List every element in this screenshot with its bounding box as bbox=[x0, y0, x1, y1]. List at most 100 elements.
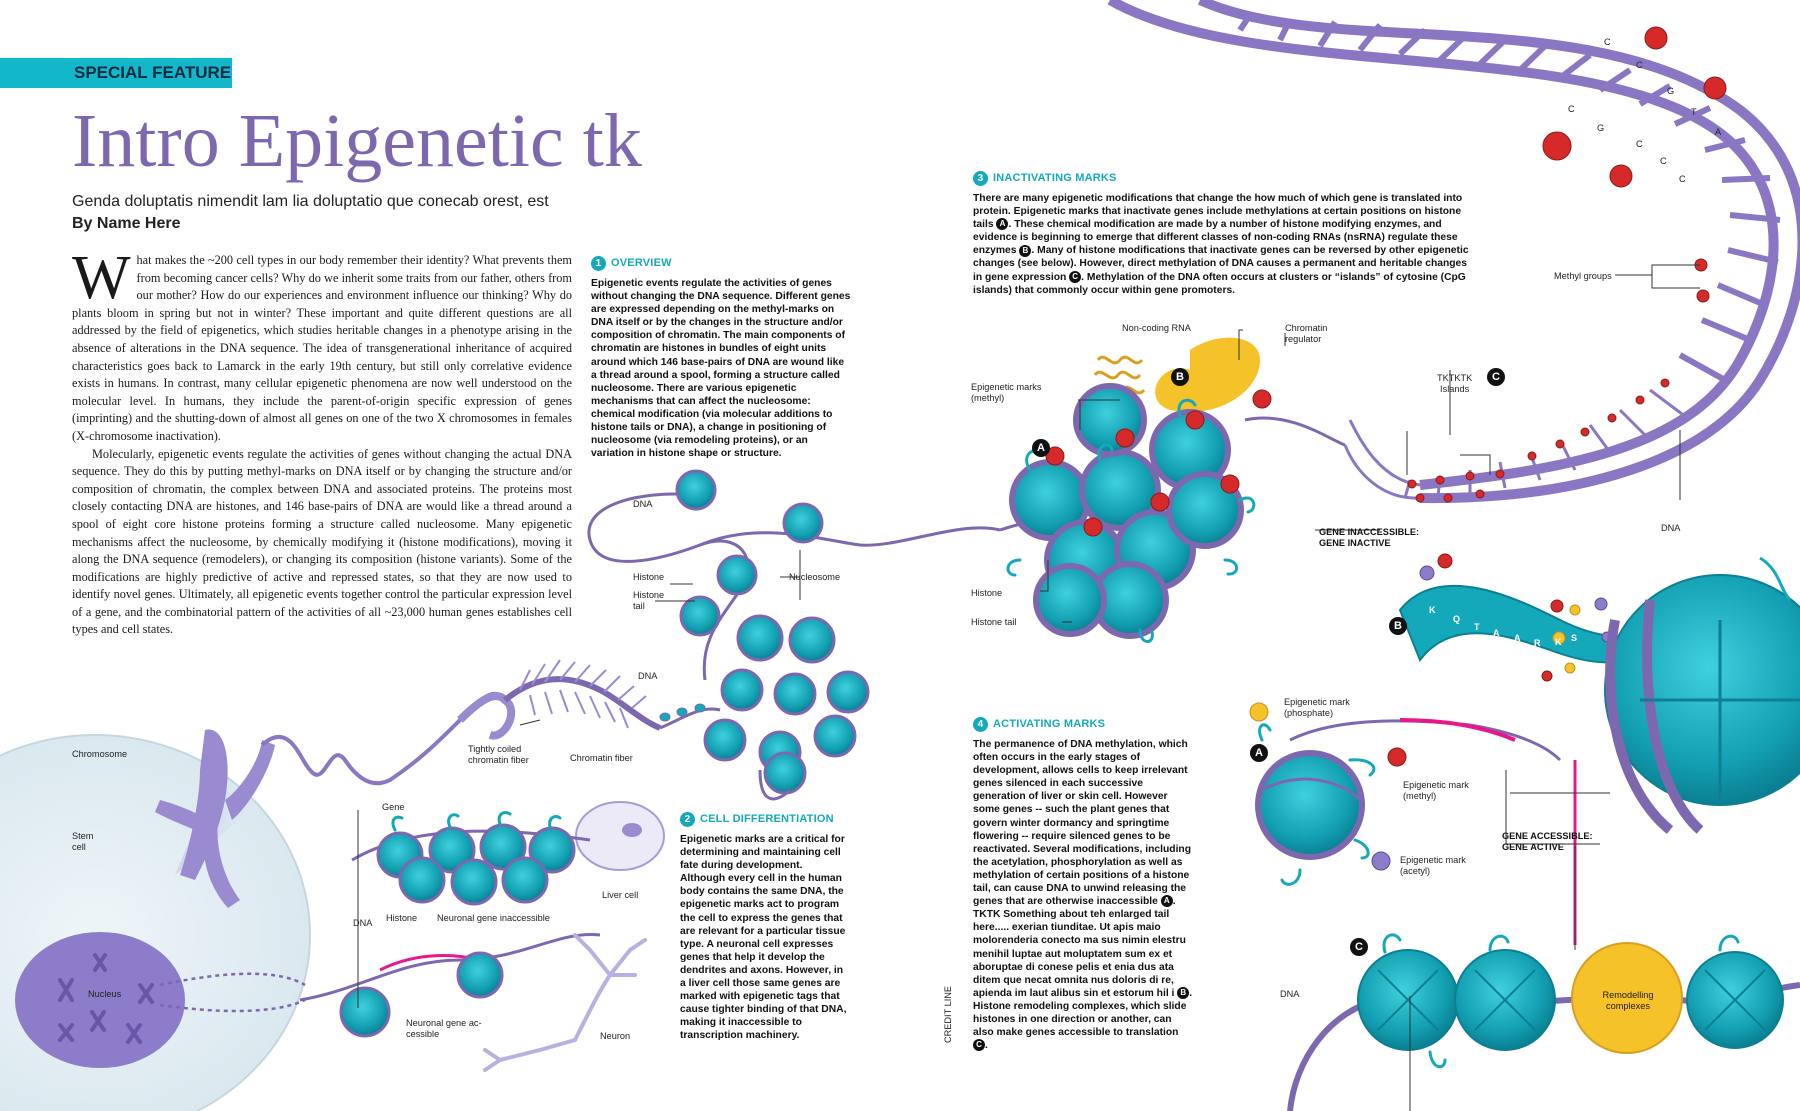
label-nucleus: Nucleus bbox=[88, 989, 122, 999]
label-neuronal-inaccessible: Neuronal gene inaccessible bbox=[437, 913, 550, 923]
body-paragraph-2: Molecularly, epigenetic events regulate … bbox=[72, 446, 572, 637]
section-overview: 1 OVERVIEW Epigenetic events regulate the… bbox=[591, 256, 851, 460]
paragraph-1-text: hat makes the ~200 cell types in our bod… bbox=[72, 253, 572, 443]
page-title: Intro Epigenetic tk bbox=[72, 99, 642, 183]
dna-base-label: G bbox=[1667, 86, 1675, 96]
dna-base-label: C bbox=[1636, 139, 1643, 149]
tail-letter: Q bbox=[1453, 614, 1461, 624]
label-epi-phosphate: Epigenetic mark (phosphate) bbox=[1284, 697, 1350, 718]
dna-double-helix bbox=[1107, 0, 1800, 504]
marker-a: A bbox=[1160, 895, 1173, 908]
dna-base-label: C bbox=[1604, 37, 1611, 47]
label-epi-methyl: Epigenetic mark (methyl) bbox=[1403, 780, 1469, 801]
diagram-marker-c: C bbox=[1487, 368, 1505, 386]
label-tightly-coiled: Tightly coiled chromatin fiber bbox=[468, 744, 529, 765]
diagram-marker-b-tail: B bbox=[1389, 617, 1407, 635]
dna-base-label: C bbox=[1660, 156, 1667, 166]
label-liver-cell: Liver cell bbox=[602, 890, 639, 900]
label-gene-inaccessible: GENE INACCESSIBLE: GENE INACTIVE bbox=[1319, 527, 1420, 548]
dna-to-nucleosomes bbox=[659, 707, 721, 730]
diagram-marker-a-active: A bbox=[1250, 744, 1268, 762]
stem-cell bbox=[0, 734, 311, 1111]
tail-letter: R bbox=[1534, 638, 1541, 648]
label-remodelling: Remodelling complexes bbox=[1602, 990, 1654, 1011]
remodelling-row bbox=[1287, 760, 1800, 1111]
label-dna-gene: DNA bbox=[353, 918, 373, 928]
section-heading: CELL DIFFERENTIATION bbox=[700, 812, 834, 825]
dna-base-label: C bbox=[1568, 104, 1575, 114]
diagram-marker-a: A bbox=[1032, 439, 1050, 457]
tail-letter: A bbox=[1514, 633, 1521, 643]
label-neuron: Neuron bbox=[600, 1031, 631, 1041]
label-gene: Gene bbox=[382, 802, 405, 812]
drop-cap: W bbox=[72, 244, 131, 312]
section-number: 3 bbox=[973, 171, 988, 186]
label-chromosome: Chromosome bbox=[72, 749, 128, 759]
label-credit-line: CREDIT LINE bbox=[943, 985, 953, 1043]
diagram-marker-c-active: C bbox=[1350, 938, 1368, 956]
label-chromatin-regulator: Chromatin regulator bbox=[1285, 323, 1328, 344]
label-gene-accessible: GENE ACCESSIBLE: GENE ACTIVE bbox=[1502, 831, 1593, 852]
label-dna-helix: DNA bbox=[1661, 523, 1681, 533]
enlarged-histone-tail bbox=[1398, 553, 1661, 682]
section-text: Epigenetic marks are a critical for dete… bbox=[680, 834, 847, 1042]
kicker: SPECIAL FEATURE bbox=[0, 58, 232, 88]
subtitle: Genda doluptatis nimendit lam lia dolupt… bbox=[72, 193, 549, 210]
chromatin-fiber bbox=[503, 659, 662, 731]
tail-letter: T bbox=[1474, 622, 1480, 632]
section-text: There are many epigenetic modifications … bbox=[973, 193, 1469, 296]
active-nucleosome bbox=[1249, 702, 1562, 886]
marker-b: B bbox=[1019, 244, 1032, 257]
section-heading: ACTIVATING MARKS bbox=[993, 717, 1106, 730]
tail-letter: S bbox=[1571, 633, 1578, 643]
diagram-marker-b: B bbox=[1171, 368, 1189, 386]
fiber-beads bbox=[659, 703, 706, 722]
dna-base-label: C bbox=[1636, 60, 1643, 70]
label-tktktk-islands: TKTKTK Islands bbox=[1437, 373, 1473, 394]
tightly-coiled-fiber bbox=[457, 692, 516, 740]
label-methyl-groups: Methyl groups bbox=[1554, 271, 1612, 281]
dna-base-label: C bbox=[1679, 174, 1686, 184]
label-histone-inactive: Histone bbox=[971, 588, 1003, 598]
marker-c: C bbox=[1069, 270, 1082, 283]
section-number: 1 bbox=[591, 256, 606, 271]
marker-c: C bbox=[973, 1039, 985, 1052]
label-dna-active: DNA bbox=[1280, 989, 1300, 999]
section-number: 4 bbox=[973, 717, 988, 732]
section-text: The permanence of DNA methylation, which… bbox=[973, 739, 1193, 1052]
leader-lines bbox=[357, 264, 1700, 1111]
large-nucleosome bbox=[1604, 556, 1800, 834]
byline: By Name Here bbox=[72, 215, 181, 232]
label-nucleosome: Nucleosome bbox=[789, 572, 841, 582]
label-stem-cell: Stem cell bbox=[72, 831, 94, 852]
tail-letter: K bbox=[1555, 637, 1562, 647]
label-epi-acetyl: Epigenetic mark (acetyl) bbox=[1400, 855, 1466, 876]
tail-letter: A bbox=[1493, 628, 1500, 638]
chromosome bbox=[155, 729, 275, 908]
label-histone-gene: Histone bbox=[386, 913, 418, 923]
marker-a: A bbox=[996, 218, 1009, 231]
label-neuronal-accessible: Neuronal gene ac- cessible bbox=[406, 1018, 482, 1039]
section-heading: OVERVIEW bbox=[611, 256, 672, 269]
nucleosome-cluster bbox=[587, 469, 1001, 801]
label-histone: Histone bbox=[633, 572, 665, 582]
chromatin-strand bbox=[260, 691, 501, 786]
gene-region bbox=[299, 801, 665, 1072]
section-number: 2 bbox=[680, 812, 695, 827]
label-epigenetic-marks-methyl: Epigenetic marks (methyl) bbox=[971, 382, 1042, 403]
label-histone-tail: Histone tail bbox=[633, 590, 665, 611]
section-text: Epigenetic events regulate the activitie… bbox=[591, 278, 851, 460]
label-histone-tail-inactive: Histone tail bbox=[971, 617, 1017, 627]
inactive-chromatin bbox=[1006, 337, 1346, 643]
section-cell-differentiation: 2 CELL DIFFERENTIATION Epigenetic marks a… bbox=[680, 812, 850, 1043]
tail-letter: K bbox=[1429, 605, 1436, 615]
section-activating-marks: 4 ACTIVATING MARKS The permanence of DNA … bbox=[973, 717, 1193, 1052]
section-inactivating-marks: 3 INACTIVATING MARKS There are many epige… bbox=[973, 171, 1478, 297]
dna-base-label: G bbox=[1597, 123, 1605, 133]
label-chromatin-fiber: Chromatin fiber bbox=[570, 753, 633, 763]
label-dna-mid: DNA bbox=[638, 671, 658, 681]
dna-base-label: A bbox=[1715, 127, 1722, 137]
